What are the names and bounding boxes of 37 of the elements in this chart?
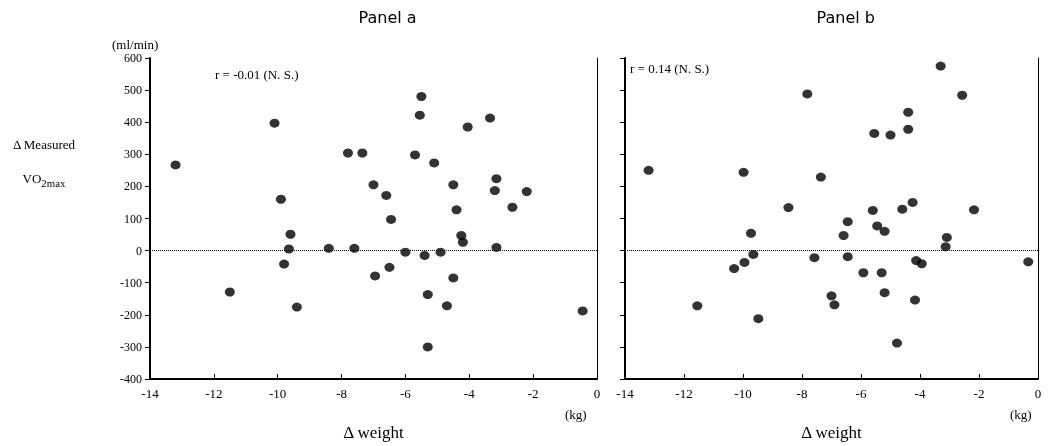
- x-tick-label: 0: [593, 386, 601, 401]
- y-tick-label: 300: [124, 147, 142, 162]
- y-tick-label: 500: [124, 83, 142, 98]
- x-axis-title: Δ weight: [343, 423, 405, 442]
- x-tick-label: -12: [675, 386, 693, 401]
- x-axis-title: Δ weight: [801, 423, 863, 442]
- x-tick-label: -2: [973, 386, 985, 401]
- x-tick-label: -4: [463, 386, 476, 401]
- chart-title: Panel b: [816, 7, 875, 27]
- y-tick-label: 600: [124, 51, 142, 65]
- text: (kg): [1010, 407, 1032, 422]
- y-tick-label: 100: [124, 211, 142, 226]
- x-tick-label: -10: [734, 386, 752, 401]
- annotation: r = 0.14 (N. S.): [630, 61, 710, 76]
- chart-title: Panel a: [358, 7, 417, 27]
- y-tick-label: -200: [120, 307, 142, 322]
- x-tick-label: -6: [855, 386, 867, 401]
- y-tick-label: 200: [124, 179, 142, 194]
- y-tick-label: -100: [120, 275, 142, 290]
- x-tick-label: -4: [914, 386, 926, 401]
- x-tick-label: -8: [336, 386, 347, 401]
- text: (ml/min): [112, 37, 159, 52]
- y-tick-label: 0: [136, 243, 142, 258]
- text: Δ Measured VO$_{2max}$: [12, 137, 76, 189]
- x-tick-label: -8: [796, 386, 808, 401]
- annotation: r = -0.01 (N. S.): [215, 67, 299, 82]
- x-tick-label: -14: [141, 386, 160, 401]
- y-tick-label: 400: [124, 115, 142, 130]
- text: (kg): [565, 407, 587, 422]
- x-tick-label: 0: [1034, 386, 1042, 401]
- x-tick-label: -14: [616, 386, 635, 401]
- x-tick-label: -2: [527, 386, 539, 401]
- x-tick-label: -12: [205, 386, 223, 401]
- x-tick-label: -10: [269, 386, 287, 401]
- y-tick-label: -400: [120, 372, 142, 386]
- y-tick-label: -300: [120, 339, 142, 354]
- x-tick-label: -6: [400, 386, 412, 401]
